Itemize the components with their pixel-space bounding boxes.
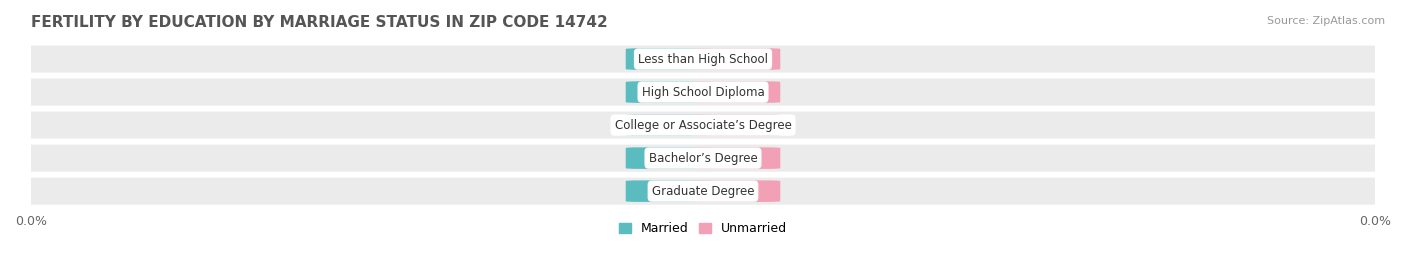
- Legend: Married, Unmarried: Married, Unmarried: [613, 217, 793, 240]
- FancyBboxPatch shape: [11, 79, 1395, 106]
- FancyBboxPatch shape: [626, 114, 713, 136]
- FancyBboxPatch shape: [693, 147, 780, 169]
- Text: 0.0%: 0.0%: [655, 120, 683, 130]
- FancyBboxPatch shape: [11, 178, 1395, 205]
- FancyBboxPatch shape: [11, 112, 1395, 139]
- Text: Bachelor’s Degree: Bachelor’s Degree: [648, 152, 758, 165]
- FancyBboxPatch shape: [626, 48, 713, 70]
- FancyBboxPatch shape: [11, 45, 1395, 73]
- Text: Source: ZipAtlas.com: Source: ZipAtlas.com: [1267, 16, 1385, 26]
- Text: 0.0%: 0.0%: [723, 120, 751, 130]
- FancyBboxPatch shape: [626, 147, 713, 169]
- Text: 0.0%: 0.0%: [723, 87, 751, 97]
- Text: 0.0%: 0.0%: [655, 153, 683, 163]
- FancyBboxPatch shape: [693, 180, 780, 202]
- Text: 0.0%: 0.0%: [723, 186, 751, 196]
- FancyBboxPatch shape: [693, 81, 780, 103]
- FancyBboxPatch shape: [693, 48, 780, 70]
- FancyBboxPatch shape: [626, 81, 713, 103]
- Text: 0.0%: 0.0%: [655, 87, 683, 97]
- Text: 0.0%: 0.0%: [723, 153, 751, 163]
- FancyBboxPatch shape: [11, 144, 1395, 172]
- FancyBboxPatch shape: [626, 180, 713, 202]
- Text: 0.0%: 0.0%: [655, 186, 683, 196]
- Text: 0.0%: 0.0%: [655, 54, 683, 64]
- Text: 0.0%: 0.0%: [723, 54, 751, 64]
- Text: FERTILITY BY EDUCATION BY MARRIAGE STATUS IN ZIP CODE 14742: FERTILITY BY EDUCATION BY MARRIAGE STATU…: [31, 15, 607, 30]
- Text: College or Associate’s Degree: College or Associate’s Degree: [614, 119, 792, 132]
- FancyBboxPatch shape: [693, 114, 780, 136]
- Text: Less than High School: Less than High School: [638, 52, 768, 66]
- Text: Graduate Degree: Graduate Degree: [652, 185, 754, 198]
- Text: High School Diploma: High School Diploma: [641, 86, 765, 98]
